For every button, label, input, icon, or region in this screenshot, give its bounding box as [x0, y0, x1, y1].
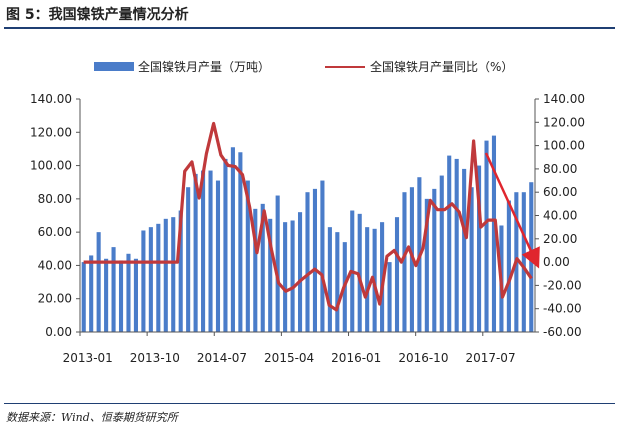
bar-50 [454, 158, 459, 332]
trend-arrow [484, 152, 540, 269]
bar-21 [238, 152, 243, 332]
bar-12 [171, 217, 176, 332]
x-tick-label-4: 2016-01 [331, 351, 381, 365]
source-note: 数据来源：Wind、恒泰期货研究所 [6, 411, 178, 424]
bar-7 [133, 258, 138, 332]
bar-10 [156, 223, 161, 332]
bar-47 [432, 188, 437, 332]
right-tick-label-3: 0.00 [543, 255, 570, 269]
left-tick-label-6: 120.00 [30, 125, 72, 139]
bar-22 [245, 180, 250, 332]
bar-15 [193, 173, 198, 332]
bar-2 [96, 232, 101, 332]
right-tick-label-8: 100.00 [543, 139, 585, 153]
right-tick-label-7: 80.00 [543, 162, 577, 176]
bar-11 [163, 218, 168, 332]
left-tick-label-3: 60.00 [38, 225, 72, 239]
legend-label-bars: 全国镍铁月产量（万吨） [138, 59, 270, 74]
bar-20 [230, 147, 235, 332]
bar-25 [268, 218, 273, 332]
bar-55 [491, 135, 497, 332]
figure-title: 图 5：我国镍铁产量情况分析 [6, 7, 189, 23]
legend-label-line: 全国镍铁月产量同比（%） [370, 59, 513, 74]
left-tick-label-2: 40.00 [38, 258, 72, 272]
bar-18 [215, 180, 221, 332]
bar-41 [387, 262, 392, 332]
bar-24 [260, 203, 265, 332]
bar-49 [447, 155, 452, 332]
bar-4 [111, 247, 116, 332]
right-tick-label-1: -40.00 [543, 302, 582, 316]
bar-28 [290, 220, 295, 332]
bar-48 [439, 175, 444, 332]
bar-23 [253, 208, 258, 332]
right-tick-label-5: 40.00 [543, 209, 577, 223]
footer-divider [4, 403, 615, 404]
bar-46 [424, 198, 429, 332]
x-tick-label-6: 2017-07 [465, 351, 515, 365]
right-tick-label-0: -60.00 [543, 325, 582, 339]
line-series [83, 121, 533, 312]
bar-6 [126, 253, 131, 332]
x-tick-label-3: 2015-04 [264, 351, 314, 365]
bar-37 [357, 213, 362, 332]
right-tick-label-9: 120.00 [543, 115, 585, 129]
left-tick-label-5: 100.00 [30, 159, 72, 173]
left-tick-label-0: 0.00 [45, 325, 72, 339]
x-tick-label-0: 2013-01 [63, 351, 113, 365]
x-tick-label-5: 2016-10 [398, 351, 448, 365]
bar-30 [305, 192, 310, 332]
bar-9 [148, 227, 153, 332]
title-divider [4, 27, 615, 29]
bar-3 [104, 258, 109, 332]
trend-arrow-line [484, 152, 540, 269]
tick-labels: 0.00 20.00 40.00 60.00 80.00 100.00 120.00 140.… [30, 92, 585, 365]
x-tick-label-1: 2013-10 [130, 351, 180, 365]
bar-53 [477, 165, 482, 332]
bar-0 [81, 262, 86, 332]
bar-17 [208, 170, 213, 332]
bar-1 [89, 255, 94, 332]
yoy-line [83, 121, 533, 312]
right-tick-label-6: 60.00 [543, 185, 577, 199]
left-tick-label-4: 80.00 [38, 192, 72, 206]
bar-32 [320, 180, 325, 332]
bar-8 [141, 230, 146, 332]
bar-31 [312, 188, 318, 332]
bar-19 [223, 158, 228, 332]
bar-14 [186, 187, 191, 332]
bar-54 [484, 140, 489, 332]
bar-34 [335, 232, 340, 332]
bar-51 [462, 168, 467, 332]
legend-swatch-bars [94, 62, 134, 71]
bar-43 [402, 192, 407, 332]
bar-52 [469, 187, 474, 332]
bar-57 [506, 200, 511, 332]
bar-27 [283, 222, 288, 332]
bar-38 [365, 227, 370, 332]
bar-33 [327, 227, 332, 332]
bar-16 [201, 170, 206, 332]
left-tick-label-1: 20.00 [38, 292, 72, 306]
bar-59 [521, 192, 526, 332]
bar-42 [394, 217, 400, 332]
bar-29 [297, 212, 303, 332]
bar-5 [118, 260, 124, 332]
right-tick-label-4: 20.00 [543, 232, 577, 246]
left-tick-label-7: 140.00 [30, 92, 72, 106]
x-tick-label-2: 2014-07 [197, 351, 247, 365]
bar-13 [178, 210, 183, 332]
bar-26 [275, 195, 280, 332]
right-tick-label-2: -20.00 [543, 278, 582, 292]
bar-40 [380, 222, 385, 332]
right-tick-label-10: 140.00 [543, 92, 585, 106]
chart-legend: 全国镍铁月产量（万吨） 全国镍铁月产量同比（%） [94, 59, 513, 74]
